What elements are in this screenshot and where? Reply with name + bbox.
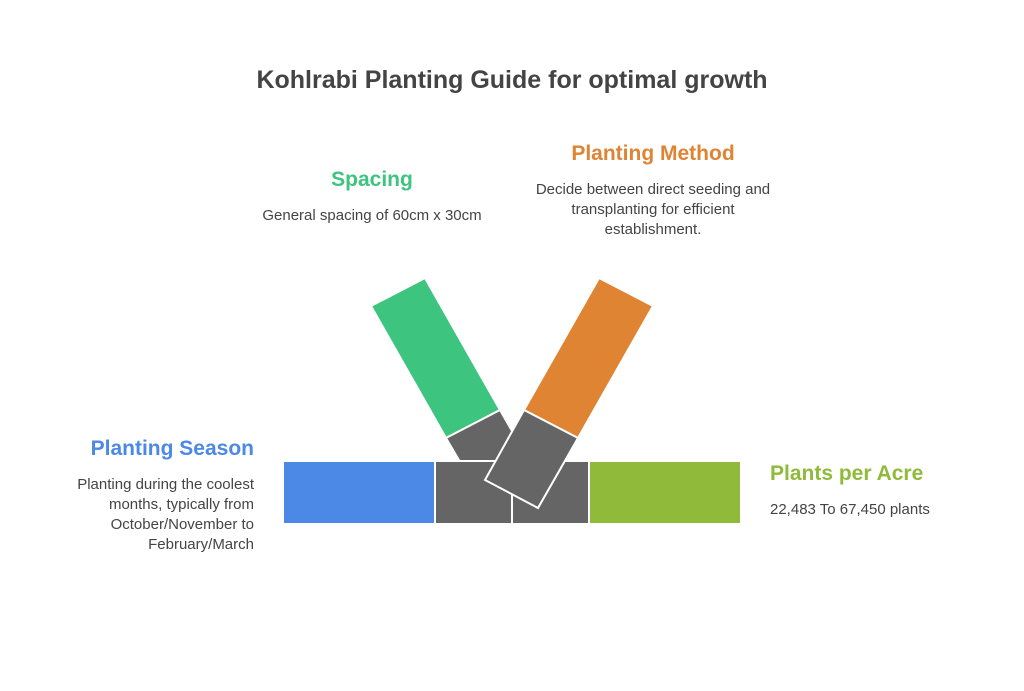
method-bar [522, 276, 655, 440]
spacing-label: Spacing General spacing of 60cm x 30cm [246, 168, 498, 226]
spacing-bar [369, 276, 502, 440]
planting-season-label: Planting Season Planting during the cool… [44, 437, 254, 555]
method-connector [483, 408, 580, 510]
diagram-title: Kohlrabi Planting Guide for optimal grow… [256, 66, 768, 94]
planting-season-description: Planting during the coolest months, typi… [77, 476, 254, 553]
spacing-heading: Spacing [331, 168, 413, 191]
plants-per-acre-label: Plants per Acre 22,483 To 67,450 plants [770, 462, 1000, 520]
planting-method-label: Planting Method Decide between direct se… [531, 142, 775, 240]
spacing-description: General spacing of 60cm x 30cm [262, 207, 482, 224]
acre-bar [588, 460, 742, 525]
plants-per-acre-heading: Plants per Acre [770, 462, 924, 485]
planting-season-heading: Planting Season [90, 437, 254, 460]
season-bar [282, 460, 436, 525]
planting-method-description: Decide between direct seeding and transp… [535, 181, 771, 238]
planting-method-heading: Planting Method [571, 142, 735, 165]
plants-per-acre-description: 22,483 To 67,450 plants [770, 501, 930, 518]
